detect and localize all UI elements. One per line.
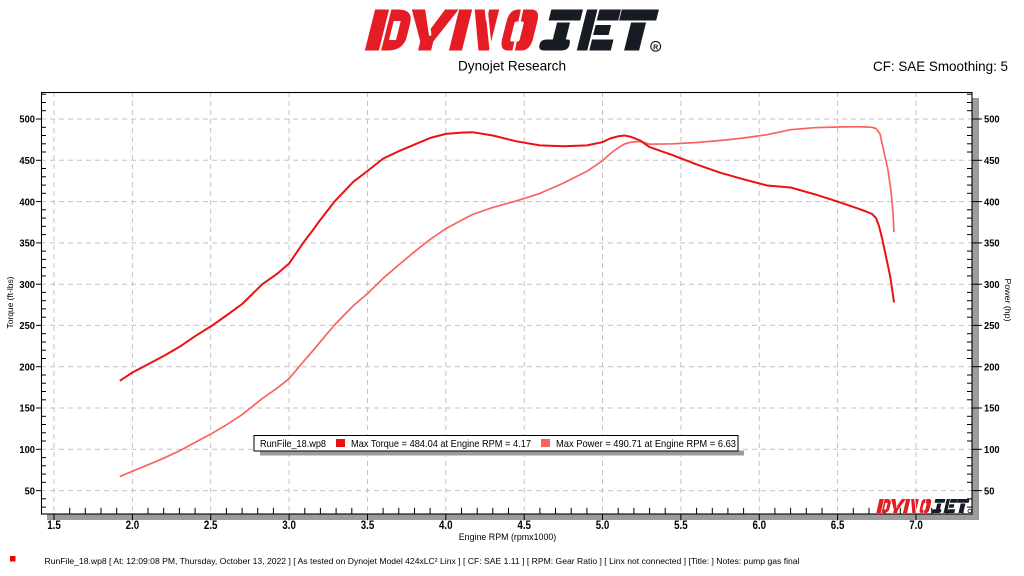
svg-text:4.0: 4.0 xyxy=(439,520,453,532)
svg-text:RunFile_18.wp8: RunFile_18.wp8 xyxy=(260,439,326,450)
svg-text:3.5: 3.5 xyxy=(361,520,375,532)
svg-text:Engine RPM (rpmx1000): Engine RPM (rpmx1000) xyxy=(459,532,557,543)
svg-text:100: 100 xyxy=(984,444,1000,456)
svg-text:300: 300 xyxy=(984,279,1000,291)
svg-text:250: 250 xyxy=(984,320,1000,332)
svg-text:350: 350 xyxy=(984,238,1000,250)
svg-text:Power (hp): Power (hp) xyxy=(1003,279,1013,322)
svg-text:50: 50 xyxy=(984,485,995,497)
svg-text:350: 350 xyxy=(19,238,35,250)
svg-text:6.0: 6.0 xyxy=(753,520,767,532)
svg-text:5.5: 5.5 xyxy=(674,520,688,532)
svg-text:1.5: 1.5 xyxy=(47,520,61,532)
svg-text:450: 450 xyxy=(19,155,35,167)
svg-text:100: 100 xyxy=(19,444,35,456)
svg-text:CF: SAE Smoothing: 5: CF: SAE Smoothing: 5 xyxy=(873,58,1008,74)
svg-text:400: 400 xyxy=(984,196,1000,208)
svg-text:Dynojet Research: Dynojet Research xyxy=(458,58,566,74)
svg-text:300: 300 xyxy=(19,279,35,291)
svg-text:400: 400 xyxy=(19,196,35,208)
svg-text:6.5: 6.5 xyxy=(831,520,845,532)
svg-text:R: R xyxy=(653,45,658,52)
svg-text:50: 50 xyxy=(25,485,36,497)
svg-text:250: 250 xyxy=(19,320,35,332)
svg-text:RunFile_18.wp8 [ At: 12:09:08: RunFile_18.wp8 [ At: 12:09:08 PM, Thursd… xyxy=(45,556,800,566)
svg-text:3.0: 3.0 xyxy=(282,520,296,532)
svg-text:7.0: 7.0 xyxy=(909,520,923,532)
svg-text:500: 500 xyxy=(19,114,35,126)
svg-text:2.5: 2.5 xyxy=(204,520,218,532)
svg-text:5.0: 5.0 xyxy=(596,520,610,532)
svg-text:Max Torque = 484.04 at Engine: Max Torque = 484.04 at Engine RPM = 4.17 xyxy=(351,439,531,450)
svg-text:4.5: 4.5 xyxy=(517,520,531,532)
svg-text:200: 200 xyxy=(984,361,1000,373)
svg-text:150: 150 xyxy=(984,403,1000,415)
svg-text:2.0: 2.0 xyxy=(126,520,140,532)
svg-text:150: 150 xyxy=(19,403,35,415)
svg-text:200: 200 xyxy=(19,361,35,373)
svg-text:450: 450 xyxy=(984,155,1000,167)
svg-text:Max Power = 490.71 at Engine R: Max Power = 490.71 at Engine RPM = 6.63 xyxy=(556,439,736,450)
svg-text:500: 500 xyxy=(984,114,1000,126)
svg-text:Torque (ft-lbs): Torque (ft-lbs) xyxy=(5,276,15,328)
